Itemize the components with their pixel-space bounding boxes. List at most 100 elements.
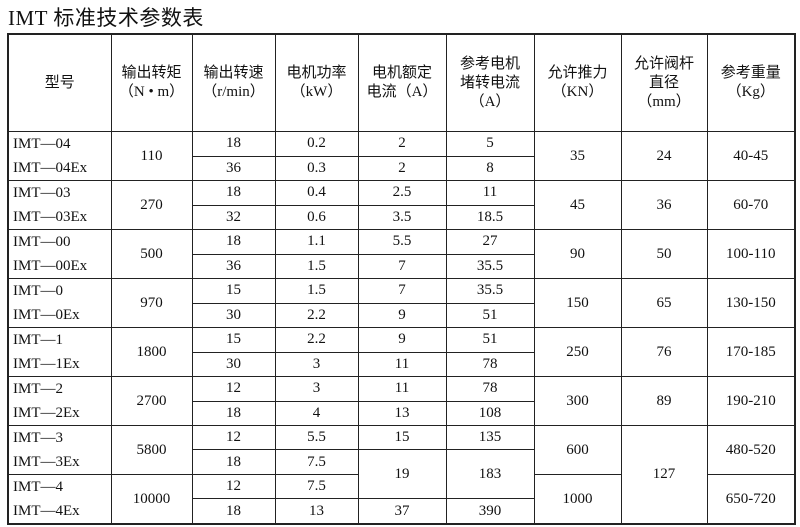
model-name: IMT—03 — [13, 185, 71, 201]
cell-torque: 2700 — [110, 376, 193, 426]
cell-model: IMT—2 IMT—2Ex — [7, 376, 112, 426]
cell-rated-current: 7 — [357, 253, 447, 279]
cell-power: 1.5 — [274, 278, 359, 304]
cell-power: 7.5 — [274, 473, 359, 500]
model-name: IMT—04 — [13, 136, 71, 152]
model-name: IMT—00 — [13, 234, 71, 250]
header-line: 参考电机 — [459, 55, 520, 72]
header-line: 型号 — [44, 74, 75, 91]
cell-power: 13 — [274, 498, 359, 525]
cell-model: IMT—1 IMT—1Ex — [7, 327, 112, 377]
cell-rated-current: 11 — [357, 351, 447, 377]
header-speed: 输出转速 （r/min） — [191, 33, 276, 132]
header-line: 直径 — [648, 74, 679, 91]
page-title: IMT 标准技术参数表 — [8, 6, 204, 30]
cell-speed: 12 — [191, 376, 276, 402]
model-name: IMT—0Ex — [13, 307, 80, 323]
cell-locked-current: 11 — [445, 180, 535, 206]
cell-rated-current: 11 — [357, 376, 447, 402]
cell-locked-current: 35.5 — [445, 278, 535, 304]
header-line: 参考重量 — [720, 65, 781, 81]
cell-thrust: 300 — [533, 376, 622, 426]
model-name: IMT—1 — [13, 332, 63, 348]
cell-stem-diameter: 24 — [620, 131, 708, 181]
cell-speed: 15 — [191, 278, 276, 304]
header-line: （N • m） — [118, 84, 185, 100]
table-row: IMT—0 IMT—0Ex 970 15 1.5 7 35.5 150 65 130-150 — [7, 278, 796, 328]
cell-thrust: 150 — [533, 278, 622, 328]
cell-rated-current: 37 — [357, 498, 447, 525]
cell-torque: 970 — [110, 278, 193, 328]
cell-power: 0.3 — [274, 155, 359, 181]
cell-locked-current: 18.5 — [445, 204, 535, 230]
cell-stem-diameter: 50 — [620, 229, 708, 279]
model-name: IMT—3Ex — [13, 454, 80, 470]
cell-model: IMT—0 IMT—0Ex — [7, 278, 112, 328]
cell-power: 0.6 — [274, 204, 359, 230]
cell-stem-diameter: 89 — [620, 376, 708, 426]
model-name: IMT—00Ex — [13, 258, 88, 274]
header-torque: 输出转矩 （N • m） — [110, 33, 193, 132]
cell-rated-current: 3.5 — [357, 204, 447, 230]
model-name: IMT—3 — [13, 430, 63, 446]
header-locked-current: 参考电机 堵转电流 （A） — [445, 33, 535, 132]
cell-torque: 110 — [110, 131, 193, 181]
cell-power: 0.4 — [274, 180, 359, 206]
cell-rated-current: 2 — [357, 131, 447, 157]
header-line: 电机功率 — [286, 65, 347, 81]
table-row: 18 4 13 108 — [8, 400, 795, 426]
table-row: 18 7.5 19 183 — [8, 448, 795, 500]
cell-weight: 60-70 — [706, 180, 796, 230]
model-name: IMT—2Ex — [13, 405, 80, 421]
cell-thrust: 45 — [533, 180, 622, 230]
model-name: IMT—04Ex — [13, 160, 88, 176]
cell-speed: 18 — [191, 131, 276, 157]
header-line: （mm） — [637, 93, 691, 110]
cell-rated-current: 13 — [357, 400, 447, 426]
header-line: 电机额定 — [371, 65, 432, 81]
cell-weight: 100-110 — [706, 229, 796, 279]
model-name: IMT—03Ex — [13, 209, 88, 225]
cell-rated-current: 9 — [357, 302, 447, 328]
cell-locked-current: 35.5 — [445, 253, 535, 279]
header-line: （A） — [469, 93, 511, 110]
header-line: （kW） — [290, 84, 343, 100]
cell-speed: 18 — [191, 449, 276, 475]
cell-torque: 500 — [110, 229, 193, 279]
header-power: 电机功率 （kW） — [274, 33, 359, 132]
cell-locked-current: 78 — [445, 376, 535, 402]
table-row: 36 1.5 7 35.5 — [8, 253, 795, 279]
cell-weight: 130-150 — [706, 278, 796, 328]
table-row: IMT—1 IMT—1Ex 1800 15 2.2 9 51 250 76 170-185 — [7, 327, 796, 377]
table-row: IMT—4 IMT—4Ex 10000 12 7.5 1000 650-720 — [7, 473, 796, 525]
cell-locked-current: 183 — [445, 448, 535, 500]
table-row: IMT—04 IMT—04Ex 110 18 0.2 2 5 35 24 40-45 — [7, 131, 796, 181]
table-row: IMT—2 IMT—2Ex 2700 12 3 11 78 300 89 190-210 — [7, 376, 796, 426]
cell-speed: 18 — [191, 180, 276, 206]
cell-speed: 32 — [191, 204, 276, 230]
cell-power: 4 — [274, 400, 359, 426]
cell-speed: 15 — [191, 327, 276, 353]
cell-torque: 5800 — [110, 425, 193, 475]
cell-power: 2.2 — [274, 302, 359, 328]
cell-rated-current: 19 — [357, 448, 447, 500]
header-row: 型号 输出转矩 （N • m） 输出转速 （r/min） 电机功率 （kW） 电机额定 电流（A… — [7, 33, 796, 132]
cell-locked-current: 108 — [445, 400, 535, 426]
cell-speed: 18 — [191, 229, 276, 255]
table-row: 18 13 37 390 — [8, 498, 795, 525]
model-name: IMT—4 — [13, 479, 63, 495]
cell-model: IMT—4 IMT—4Ex — [7, 474, 112, 525]
table-row: IMT—00 IMT—00Ex 500 18 1.1 5.5 27 90 50 100-110 — [7, 229, 796, 279]
model-name: IMT—2 — [13, 381, 63, 397]
cell-power: 1.1 — [274, 229, 359, 255]
header-line: （KN） — [551, 84, 604, 100]
header-stem-diameter: 允许阀杆 直径 （mm） — [620, 33, 708, 132]
cell-thrust: 35 — [533, 131, 622, 181]
cell-locked-current: 51 — [445, 327, 535, 353]
header-line: 允许推力 — [547, 65, 608, 81]
cell-stem-diameter: 127 — [620, 425, 708, 525]
cell-power: 2.2 — [274, 327, 359, 353]
cell-rated-current: 15 — [357, 425, 447, 450]
cell-model: IMT—04 IMT—04Ex — [7, 131, 112, 181]
header-line: 输出转速 — [203, 65, 264, 81]
